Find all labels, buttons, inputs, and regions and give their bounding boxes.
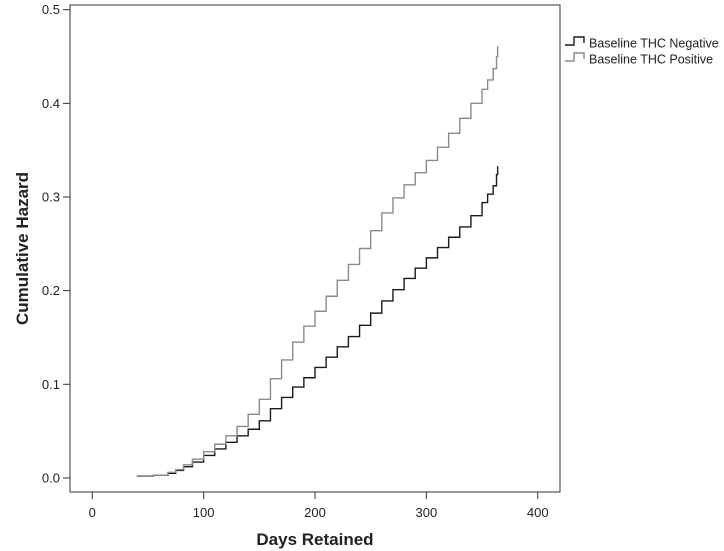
y-tick-label: 0.4 (42, 96, 60, 111)
series-layer (136, 46, 499, 477)
legend-label: Baseline THC Positive (589, 53, 713, 67)
x-tick-label: 100 (193, 505, 215, 520)
x-tick-label: 0 (89, 505, 96, 520)
y-tick-label: 0.2 (42, 283, 60, 298)
x-tick-label: 300 (416, 505, 438, 520)
legend-swatch (565, 52, 585, 62)
y-tick-label: 0.5 (42, 2, 60, 17)
y-tick-label: 0.0 (42, 470, 60, 485)
legend-label: Baseline THC Negative (589, 37, 719, 51)
series-line-thc-positive (136, 46, 499, 477)
y-tick-label: 0.1 (42, 377, 60, 392)
x-tick-label: 400 (527, 505, 549, 520)
legend: Baseline THC Negative Baseline THC Positi… (565, 36, 719, 67)
x-axis-title: Days Retained (256, 530, 373, 549)
legend-swatch (565, 36, 585, 46)
y-tick-label: 0.3 (42, 189, 60, 204)
axes: 0 100 200 300 400 0.0 0.1 0.2 0.3 0.4 0.5 (42, 2, 549, 520)
x-tick-label: 200 (304, 505, 326, 520)
y-axis-title: Cumulative Hazard (13, 172, 32, 325)
